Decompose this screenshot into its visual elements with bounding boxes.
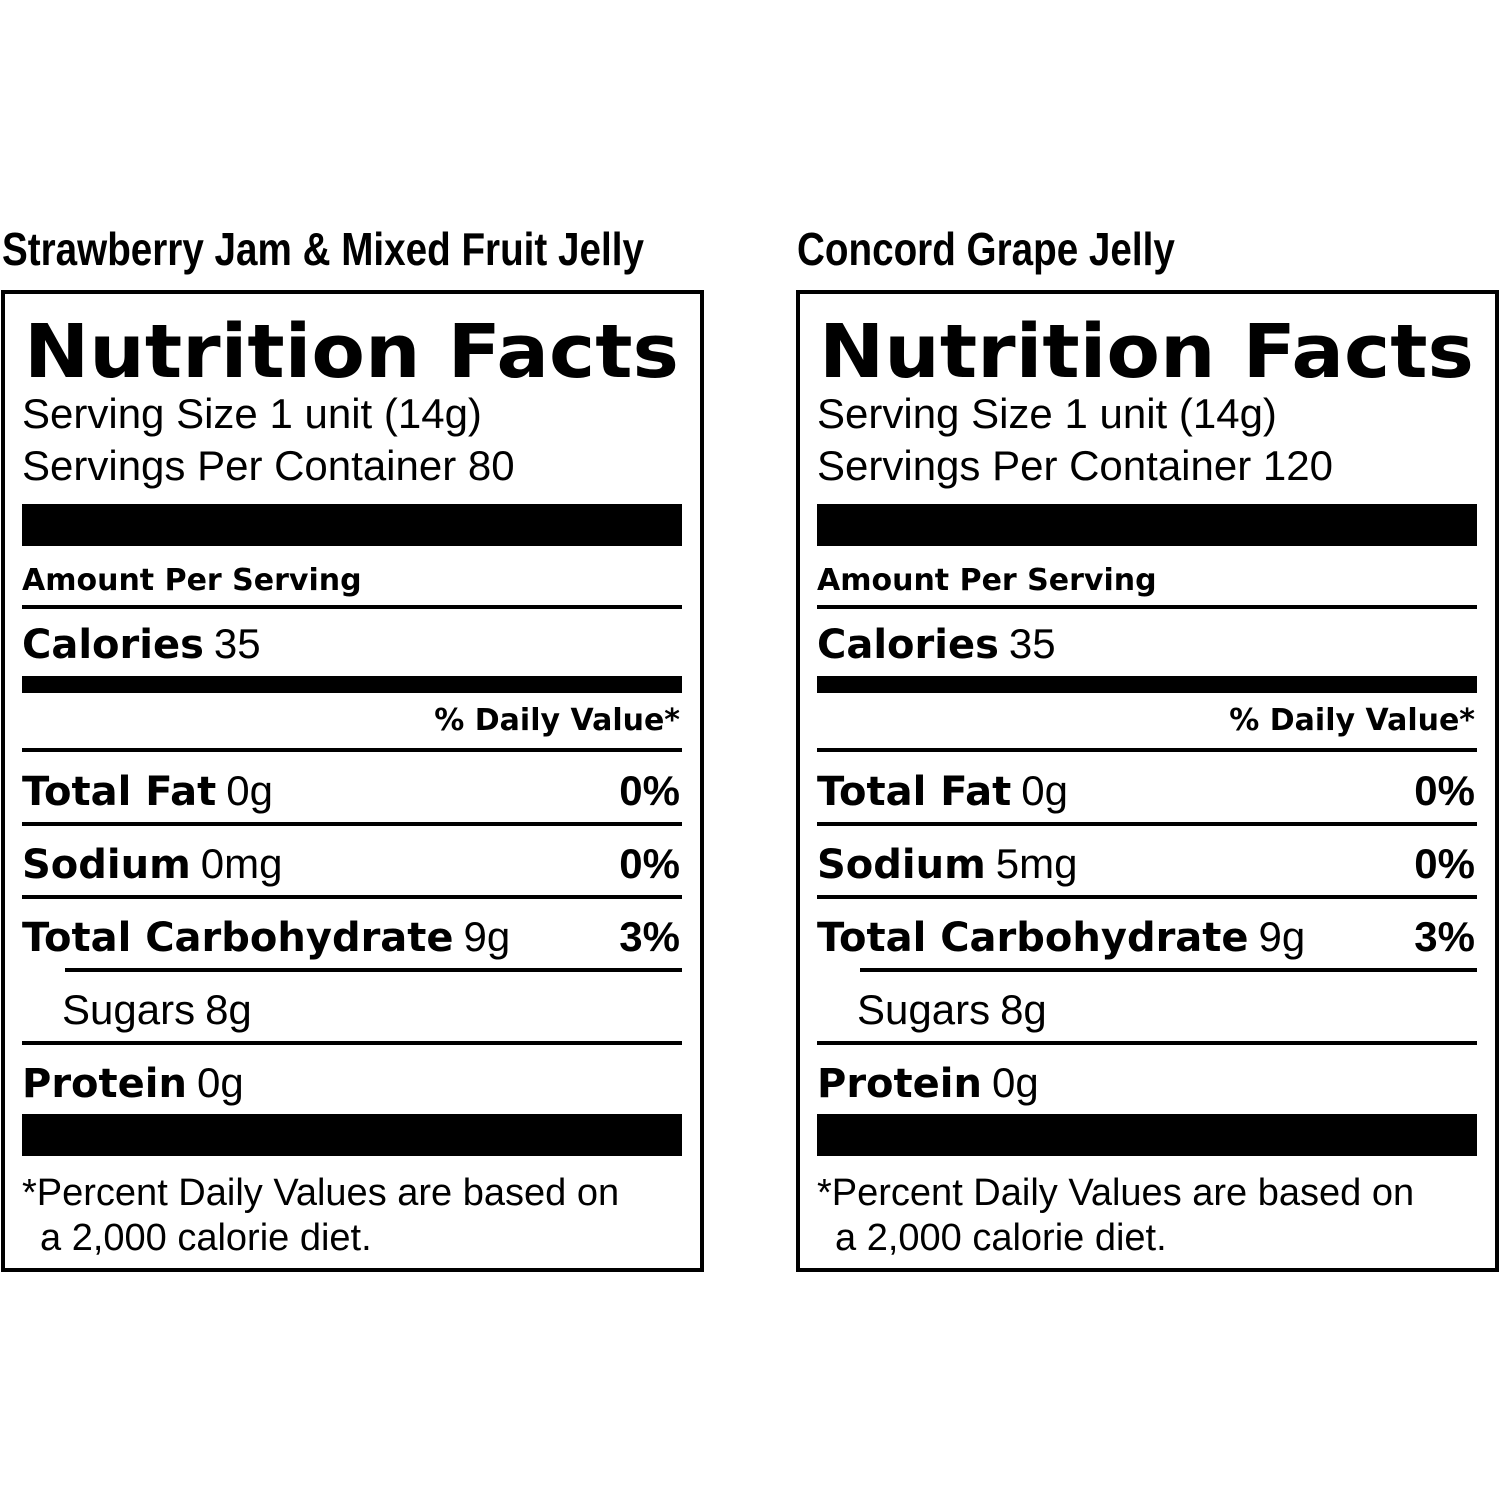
sub-nutrient-name: Sugars xyxy=(857,986,990,1033)
nutrient-daily-value: 3% xyxy=(619,913,680,960)
nutrient-amount: 9g xyxy=(1259,913,1306,960)
nutrient-amount: 0g xyxy=(1021,767,1068,814)
nutrient-row: Protein 0g xyxy=(817,1059,1039,1107)
servings-per-container: Servings Per Container 80 xyxy=(22,442,515,489)
divider-line xyxy=(817,605,1477,609)
sub-nutrient-row: Sugars 8g xyxy=(857,986,1047,1033)
nutrient-daily-value: 0% xyxy=(1414,767,1475,814)
product-title: Concord Grape Jelly xyxy=(797,224,1175,275)
calories-value: 35 xyxy=(1009,620,1056,667)
divider-bar xyxy=(817,504,1477,546)
sub-nutrient-amount: 8g xyxy=(1000,986,1047,1033)
serving-size: Serving Size 1 unit (14g) xyxy=(817,390,1277,437)
calories: Calories 35 xyxy=(817,620,1056,668)
nutrient-name: Sodium xyxy=(817,842,986,888)
nutrient-row: Total Fat 0g xyxy=(22,767,273,815)
nutrient-daily-value: 0% xyxy=(619,840,680,887)
nutrient-row: Total Fat 0g xyxy=(817,767,1068,815)
label-title: Nutrition Facts xyxy=(24,309,679,395)
product-title: Strawberry Jam & Mixed Fruit Jelly xyxy=(2,224,644,275)
divider-line xyxy=(22,1041,682,1045)
nutrient-row: Protein 0g xyxy=(22,1059,244,1107)
nutrient-daily-value: 3% xyxy=(1414,913,1475,960)
nutrient-amount: 0mg xyxy=(201,840,283,887)
nutrient-daily-value: 0% xyxy=(619,767,680,814)
daily-value-header: % Daily Value* xyxy=(1229,703,1475,738)
nutrient-name: Total Carbohydrate xyxy=(22,915,454,961)
footnote: *Percent Daily Values are based on xyxy=(22,1172,619,1214)
nutrient-amount: 0g xyxy=(197,1059,244,1106)
label-border xyxy=(1,290,704,1272)
divider-line xyxy=(817,748,1477,752)
nutrient-name: Total Fat xyxy=(22,769,216,815)
serving-size: Serving Size 1 unit (14g) xyxy=(22,390,482,437)
divider-bar xyxy=(817,676,1477,693)
nutrient-amount: 5mg xyxy=(996,840,1078,887)
divider-line xyxy=(22,605,682,609)
calories: Calories 35 xyxy=(22,620,261,668)
nutrient-name: Protein xyxy=(22,1061,187,1107)
divider-line xyxy=(22,822,682,826)
sub-nutrient-amount: 8g xyxy=(205,986,252,1033)
daily-value-header: % Daily Value* xyxy=(434,703,680,738)
nutrient-row: Total Carbohydrate 9g xyxy=(22,913,510,961)
divider-line xyxy=(22,895,682,899)
amount-per-serving: Amount Per Serving xyxy=(817,563,1157,598)
label-title: Nutrition Facts xyxy=(819,309,1474,395)
nutrient-name: Protein xyxy=(817,1061,982,1107)
servings-per-container: Servings Per Container 120 xyxy=(817,442,1333,489)
nutrient-name: Total Fat xyxy=(817,769,1011,815)
calories-label: Calories xyxy=(817,622,999,668)
divider-line xyxy=(817,1041,1477,1045)
divider-line xyxy=(817,822,1477,826)
label-border xyxy=(796,290,1499,1272)
footnote: a 2,000 calorie diet. xyxy=(835,1217,1167,1259)
divider-bar xyxy=(817,1114,1477,1156)
amount-per-serving: Amount Per Serving xyxy=(22,563,362,598)
divider-line xyxy=(22,748,682,752)
nutrient-row: Total Carbohydrate 9g xyxy=(817,913,1305,961)
nutrient-name: Sodium xyxy=(22,842,191,888)
nutrient-amount: 0g xyxy=(226,767,273,814)
divider-line xyxy=(860,968,1477,972)
calories-value: 35 xyxy=(214,620,261,667)
footnote: *Percent Daily Values are based on xyxy=(817,1172,1414,1214)
divider-line xyxy=(817,895,1477,899)
nutrient-amount: 9g xyxy=(464,913,511,960)
nutrient-name: Total Carbohydrate xyxy=(817,915,1249,961)
divider-bar xyxy=(22,1114,682,1156)
divider-bar xyxy=(22,504,682,546)
nutrient-daily-value: 0% xyxy=(1414,840,1475,887)
divider-line xyxy=(65,968,682,972)
sub-nutrient-row: Sugars 8g xyxy=(62,986,252,1033)
nutrient-amount: 0g xyxy=(992,1059,1039,1106)
nutrition-label: Strawberry Jam & Mixed Fruit Jelly Nutrit… xyxy=(1,224,704,1272)
footnote: a 2,000 calorie diet. xyxy=(40,1217,372,1259)
product-title-group: Strawberry Jam & Mixed Fruit Jelly xyxy=(2,224,644,275)
product-title-group: Concord Grape Jelly xyxy=(797,224,1175,275)
nutrient-row: Sodium 5mg xyxy=(817,840,1078,888)
divider-bar xyxy=(22,676,682,693)
calories-label: Calories xyxy=(22,622,204,668)
sub-nutrient-name: Sugars xyxy=(62,986,195,1033)
nutrient-row: Sodium 0mg xyxy=(22,840,283,888)
